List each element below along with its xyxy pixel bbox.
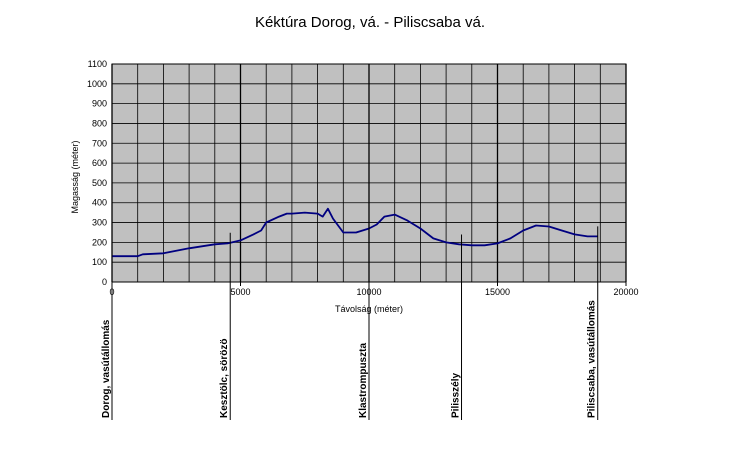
y-tick-label: 300 <box>92 218 107 228</box>
y-tick-label: 100 <box>92 257 107 267</box>
x-tick-label: 15000 <box>485 287 510 297</box>
y-tick-label: 700 <box>92 138 107 148</box>
elevation-series <box>112 207 598 258</box>
x-tick-label: 20000 <box>613 287 638 297</box>
chart-title: Kéktúra Dorog, vá. - Piliscsaba vá. <box>254 14 486 31</box>
y-tick-label: 900 <box>92 99 107 109</box>
grid-lines <box>111 63 627 283</box>
y-tick-label: 600 <box>92 158 107 168</box>
elevation-line <box>112 207 598 258</box>
landmark-label: Piliscsaba, vasútállomás <box>587 300 598 418</box>
y-tick-label: 400 <box>92 198 107 208</box>
landmarks: Dorog, vasútállomás Kesztölc, sörözö Klast… <box>101 218 599 420</box>
x-tick-label: 5000 <box>230 287 250 297</box>
y-tick-label: 1000 <box>87 79 107 89</box>
y-tick-label: 500 <box>92 178 107 188</box>
y-tick-label: 0 <box>102 277 107 287</box>
y-tick-label: 200 <box>92 237 107 247</box>
y-tick-label: 1100 <box>88 59 107 69</box>
y-axis-title: Magasság (méter) <box>70 140 80 213</box>
landmark-label: Pilisszély <box>451 373 462 418</box>
x-axis-title: Távolság (méter) <box>335 304 403 314</box>
landmark-label: Kesztölc, sörözö <box>219 339 230 418</box>
landmark-label: Klastrompuszta <box>358 343 369 418</box>
y-tick-label: 800 <box>92 118 107 128</box>
landmark-label: Dorog, vasútállomás <box>101 319 112 418</box>
